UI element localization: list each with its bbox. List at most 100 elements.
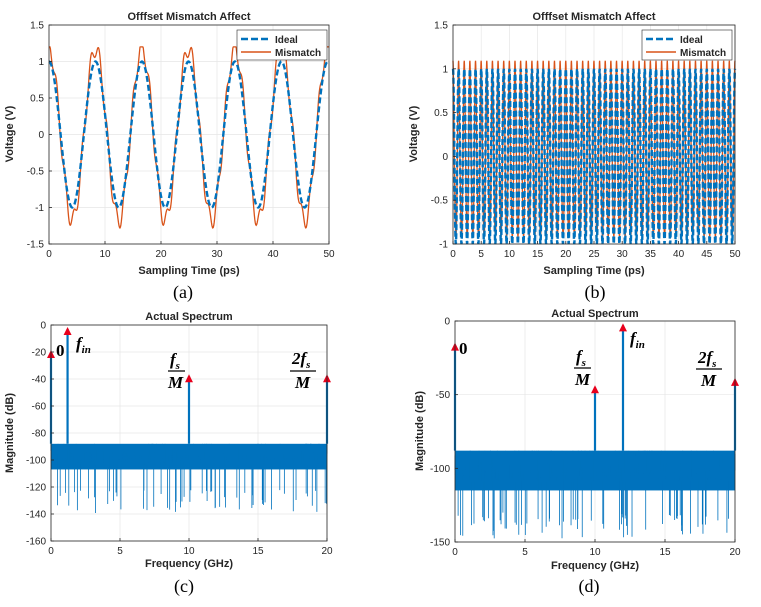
- tone-label-2fs-over-m-d: 2fs: [697, 348, 716, 370]
- y-tick-label-d: -100: [430, 464, 450, 475]
- x-tick-label-b: 40: [673, 249, 685, 260]
- x-tick-label-a: 10: [99, 249, 111, 260]
- y-tick-label-c: -80: [32, 429, 47, 440]
- annotations-c: 0 fin fs M 2fs M: [56, 334, 316, 392]
- x-tick-label-c: 5: [117, 546, 123, 557]
- y-tick-label-a: 0: [38, 130, 44, 141]
- x-tick-label-b: 35: [645, 249, 657, 260]
- panel-b: 0 5 10 15 20 25 30 35 40 45 50 -1 -0.5 0 0.5 1 1.5 Offfs…: [408, 11, 741, 277]
- x-tick-label-c: 20: [321, 546, 333, 557]
- title-a: Offfset Mismatch Affect: [127, 11, 250, 23]
- panel-c: 0 5 10 15 20 -160 -140 -120 -100 -80 -60 -40 -20 0 Ac…: [4, 311, 333, 570]
- y-tick-label-b: 0.5: [434, 108, 448, 119]
- y-tick-label-d: -50: [436, 390, 451, 401]
- legend-mismatch-b: Mismatch: [680, 48, 726, 59]
- ylabel-d: Magnitude (dB): [414, 391, 426, 471]
- y-tick-label-a: -0.5: [27, 167, 45, 178]
- y-tick-label-a: -1.5: [27, 240, 45, 251]
- ylabel-c: Magnitude (dB): [4, 393, 16, 473]
- ylabel-b: Voltage (V): [408, 105, 420, 162]
- xlabel-d: Frequency (GHz): [551, 560, 639, 572]
- tone-label-fs-over-m-d: fs: [576, 347, 586, 369]
- legend-mismatch-a: Mismatch: [275, 48, 321, 59]
- tone-label-2fs-over-m-denominator-c: M: [294, 373, 311, 392]
- x-tick-label-c: 15: [252, 546, 264, 557]
- x-tick-label-c: 0: [48, 546, 54, 557]
- tone-label-2fs-over-m-denominator-d: M: [700, 371, 717, 390]
- x-tick-label-d: 0: [452, 547, 458, 558]
- panel-a: 0 10 20 30 40 50 -1.5 -1 -0.5 0 0.5 1 1.5 Offfset Mi…: [4, 11, 335, 277]
- caption-a: (a): [173, 282, 193, 303]
- tone-arrowhead-c: [185, 374, 193, 383]
- caption-c: (c): [174, 576, 194, 597]
- y-tick-label-b: -1: [439, 240, 448, 251]
- tone-arrowhead-c: [63, 327, 72, 336]
- y-tick-label-c: -20: [32, 348, 47, 359]
- legend-ideal-b: Ideal: [680, 35, 703, 46]
- x-tick-label-a: 50: [323, 249, 335, 260]
- tone-label-fs-over-m-denominator-d: M: [574, 370, 591, 389]
- title-c: Actual Spectrum: [145, 311, 233, 323]
- x-tick-label-a: 0: [46, 249, 52, 260]
- x-tick-label-a: 30: [211, 249, 223, 260]
- x-tick-label-d: 5: [522, 547, 528, 558]
- y-tick-label-d: 0: [444, 317, 450, 328]
- data-marks-c: 0 5 10 15 20 -160 -140 -120 -100 -80 -60 -40 -20 0: [26, 321, 333, 558]
- x-tick-label-d: 10: [589, 547, 601, 558]
- x-tick-label-b: 20: [560, 249, 572, 260]
- x-tick-label-b: 15: [532, 249, 544, 260]
- x-tick-label-b: 0: [450, 249, 456, 260]
- y-tick-label-c: -140: [26, 510, 46, 521]
- y-tick-label-c: -120: [26, 483, 46, 494]
- x-tick-label-b: 5: [478, 249, 484, 260]
- x-tick-label-d: 15: [659, 547, 671, 558]
- xlabel-b: Sampling Time (ps): [543, 265, 645, 277]
- data-marks-d: 0 5 10 15 20 -150 -100 -50 0: [430, 317, 741, 559]
- x-tick-label-b: 30: [617, 249, 629, 260]
- x-tick-label-b: 10: [504, 249, 516, 260]
- y-tick-label-b: 1: [442, 64, 448, 75]
- x-tick-label-b: 25: [588, 249, 600, 260]
- tone-label-fs-over-m-denominator-c: M: [167, 373, 184, 392]
- ylabel-a: Voltage (V): [4, 105, 16, 162]
- x-tick-label-d: 20: [729, 547, 741, 558]
- y-tick-label-b: 1.5: [434, 21, 448, 32]
- x-tick-label-b: 50: [729, 249, 741, 260]
- data-marks-a: 0 10 20 30 40 50 -1.5 -1 -0.5 0 0.5 1 1.5: [27, 21, 335, 261]
- y-tick-label-b: -0.5: [431, 196, 449, 207]
- tone-arrowhead-d: [619, 323, 627, 332]
- data-marks-b: 0 5 10 15 20 25 30 35 40 45 50 -1 -0.5 0 0.5 1 1.5: [431, 21, 741, 261]
- legend-b: Ideal Mismatch: [641, 29, 733, 61]
- legend-a: Ideal Mismatch: [236, 29, 328, 61]
- y-tick-label-a: -1: [35, 203, 44, 214]
- tone-arrowhead-d: [591, 385, 599, 394]
- y-tick-label-b: 0: [442, 152, 448, 163]
- caption-b: (b): [585, 282, 606, 303]
- series-line-ideal-b: [451, 68, 737, 245]
- title-b: Offfset Mismatch Affect: [532, 11, 655, 23]
- y-tick-label-c: -160: [26, 537, 46, 548]
- tone-label-zero-d: 0: [459, 339, 468, 358]
- tone-label-2fs-over-m-c: 2fs: [291, 349, 310, 371]
- x-tick-label-a: 40: [267, 249, 279, 260]
- y-tick-label-c: -60: [32, 402, 47, 413]
- y-tick-label-c: -40: [32, 375, 47, 386]
- y-tick-label-c: -100: [26, 456, 46, 467]
- x-tick-label-b: 45: [701, 249, 713, 260]
- x-tick-label-a: 20: [155, 249, 167, 260]
- tone-label-zero-c: 0: [56, 341, 65, 360]
- y-tick-label-a: 0.5: [30, 94, 44, 105]
- y-tick-label-a: 1.5: [30, 21, 44, 32]
- y-tick-label-d: -150: [430, 538, 450, 549]
- panel-d: 0 5 10 15 20 -150 -100 -50 0 Actual Spectrum Fre…: [414, 308, 741, 572]
- title-d: Actual Spectrum: [551, 308, 639, 320]
- y-tick-label-a: 1: [38, 57, 44, 68]
- xlabel-c: Frequency (GHz): [145, 558, 233, 570]
- caption-d: (d): [579, 576, 600, 597]
- legend-ideal-a: Ideal: [275, 35, 298, 46]
- y-tick-label-c: 0: [40, 321, 46, 332]
- xlabel-a: Sampling Time (ps): [138, 265, 240, 277]
- series-line-ideal-a: [48, 60, 330, 209]
- x-tick-label-c: 10: [183, 546, 195, 557]
